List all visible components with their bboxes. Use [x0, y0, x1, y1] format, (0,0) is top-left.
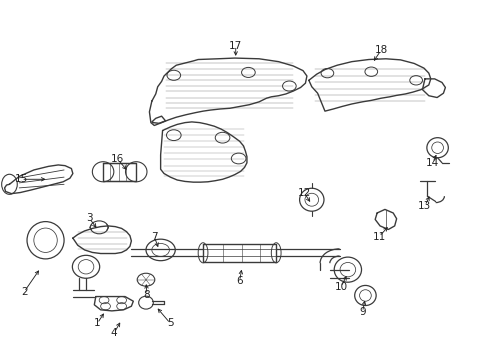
Text: 10: 10 [334, 282, 347, 292]
Text: 7: 7 [151, 232, 157, 242]
Polygon shape [103, 163, 136, 181]
Polygon shape [149, 58, 306, 126]
Polygon shape [160, 122, 246, 182]
Text: 11: 11 [372, 232, 385, 242]
Polygon shape [422, 79, 445, 98]
Polygon shape [94, 297, 133, 311]
Polygon shape [203, 244, 276, 262]
Polygon shape [374, 210, 396, 229]
Text: 13: 13 [417, 201, 430, 211]
Text: 2: 2 [21, 287, 27, 297]
Text: 14: 14 [425, 158, 438, 168]
Text: 5: 5 [167, 319, 173, 328]
Polygon shape [73, 226, 131, 253]
Text: 3: 3 [86, 213, 93, 223]
Polygon shape [308, 59, 430, 111]
Text: 4: 4 [110, 328, 117, 338]
Text: 6: 6 [236, 276, 243, 286]
Text: 8: 8 [143, 290, 150, 300]
Text: 15: 15 [15, 174, 28, 184]
Text: 1: 1 [94, 319, 101, 328]
Polygon shape [4, 165, 73, 194]
Polygon shape [152, 116, 165, 123]
Text: 16: 16 [111, 154, 124, 164]
Text: 18: 18 [374, 45, 387, 55]
Text: 17: 17 [229, 41, 242, 50]
Text: 12: 12 [297, 188, 310, 198]
Text: 9: 9 [359, 307, 365, 317]
